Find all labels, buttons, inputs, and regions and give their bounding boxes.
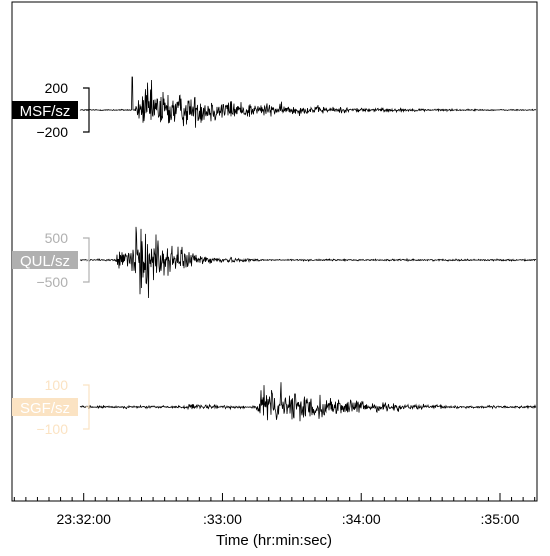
station-label-box xyxy=(12,398,78,416)
scale-bracket xyxy=(83,237,90,283)
scale-bracket xyxy=(83,384,90,430)
scale-label-top: 100 xyxy=(45,377,69,393)
station-label-box xyxy=(12,101,78,119)
scale-bracket xyxy=(83,87,90,133)
scale-label-bottom: −200 xyxy=(36,124,68,140)
trace-sgf-sz xyxy=(79,382,537,422)
scale-label-bottom: −500 xyxy=(36,274,68,290)
station-label: MSF/sz xyxy=(20,103,71,120)
traces-layer xyxy=(79,76,537,422)
station-labels-layer: 200 −200 MSF/sz 500 −500 QUL/sz 100 −100 SGF/sz xyxy=(12,80,90,437)
trace-qul-sz xyxy=(79,226,537,299)
x-tick-label: :34:00 xyxy=(342,511,381,527)
scale-label-bottom: −100 xyxy=(36,421,68,437)
trace-msf-sz xyxy=(79,76,537,128)
x-tick-label: 23:32:00 xyxy=(56,511,111,527)
x-tick-label: :35:00 xyxy=(481,511,520,527)
x-tick-label: :33:00 xyxy=(203,511,242,527)
plot-frame xyxy=(11,1,538,502)
x-axis-label: Time (hr:min:sec) xyxy=(216,532,332,549)
scale-label-top: 500 xyxy=(45,230,69,246)
scale-label-top: 200 xyxy=(45,80,69,96)
station-label-box xyxy=(12,251,78,269)
station-label: QUL/sz xyxy=(20,253,70,270)
x-axis: 23:32:00 :33:00 :34:00 :35:00 xyxy=(13,493,536,527)
station-label: SGF/sz xyxy=(20,400,70,417)
